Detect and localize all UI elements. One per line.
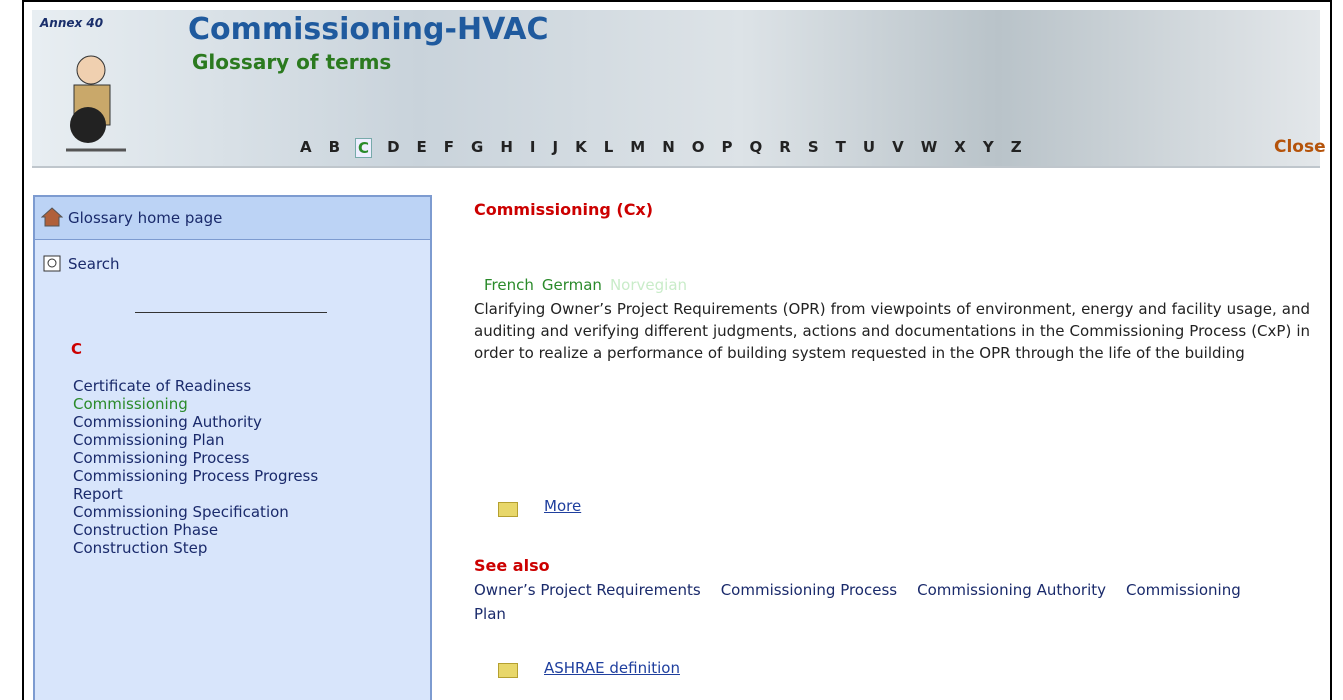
see-also-list: Owner’s Project Requirements Commissionin… [474,578,1254,626]
letter-link[interactable]: J [550,138,560,158]
term-link[interactable]: Construction Step [73,539,363,557]
term-link[interactable]: Commissioning Authority [73,413,363,431]
see-also-link[interactable]: Commissioning Authority [917,581,1106,599]
letter-link[interactable]: N [660,138,677,158]
letter-link[interactable]: H [498,138,515,158]
see-also-link[interactable]: Owner’s Project Requirements [474,581,701,599]
letter-link[interactable]: C [355,138,372,158]
letter-link[interactable]: S [806,138,821,158]
letter-link[interactable]: F [442,138,456,158]
letter-link[interactable]: Z [1009,138,1024,158]
see-also-link[interactable]: Commissioning Process [721,581,897,599]
term-link[interactable]: Commissioning Plan [73,431,363,449]
definition: Clarifying Owner’s Project Requirements … [474,298,1310,364]
term-link[interactable]: Commissioning Process [73,449,363,467]
letter-link[interactable]: K [573,138,589,158]
letter-link[interactable]: O [690,138,707,158]
letter-link[interactable]: V [890,138,906,158]
more-link[interactable]: More [544,497,581,515]
term-link[interactable]: Construction Phase [73,521,363,539]
home-row[interactable]: Glossary home page [35,197,430,240]
letter-link[interactable]: A [298,138,314,158]
home-icon [41,207,63,227]
home-link[interactable]: Glossary home page [68,209,222,227]
separator [135,312,327,313]
language-link[interactable]: Norvegian [610,276,687,294]
letter-link[interactable]: T [834,138,848,158]
letter-link[interactable]: X [952,138,968,158]
folder-icon [498,663,518,678]
language-links: French German Norvegian [484,276,687,294]
letter-link[interactable]: R [777,138,793,158]
sidebar: Glossary home page Search C Certificate … [33,195,432,700]
ashrae-link[interactable]: ASHRAE definition [544,659,680,677]
language-link[interactable]: French [484,276,534,294]
term-title: Commissioning (Cx) [474,200,653,219]
letter-link[interactable]: Y [981,138,996,158]
annex-label: Annex 40 [40,16,103,30]
app-title: Commissioning-HVAC [188,12,548,47]
search-icon [43,255,63,273]
letter-link[interactable]: M [628,138,647,158]
logo-figure [46,30,146,155]
see-also-title: See also [474,556,550,575]
letter-link[interactable]: L [602,138,616,158]
language-link[interactable]: German [542,276,602,294]
term-link[interactable]: Commissioning [73,395,363,413]
search-link[interactable]: Search [68,255,120,273]
letter-link[interactable]: P [720,138,735,158]
letter-link[interactable]: W [919,138,940,158]
letter-link[interactable]: I [528,138,538,158]
term-link[interactable]: Commissioning Specification [73,503,363,521]
app-subtitle: Glossary of terms [192,50,391,74]
close-link[interactable]: Close [1274,137,1326,157]
letter-link[interactable]: B [327,138,342,158]
letter-link[interactable]: G [469,138,485,158]
term-link[interactable]: Certificate of Readiness [73,377,363,395]
header: Annex 40 Commissioning-HVAC Glossary of … [32,10,1320,168]
page: Annex 40 Commissioning-HVAC Glossary of … [0,0,1343,700]
term-link[interactable]: Commissioning Process Progress Report [73,467,363,503]
letter-link[interactable]: Q [748,138,765,158]
folder-icon [498,502,518,517]
letter-link[interactable]: U [861,138,877,158]
letter-link[interactable]: E [415,138,429,158]
current-letter: C [71,340,82,358]
letter-link[interactable]: D [385,138,401,158]
